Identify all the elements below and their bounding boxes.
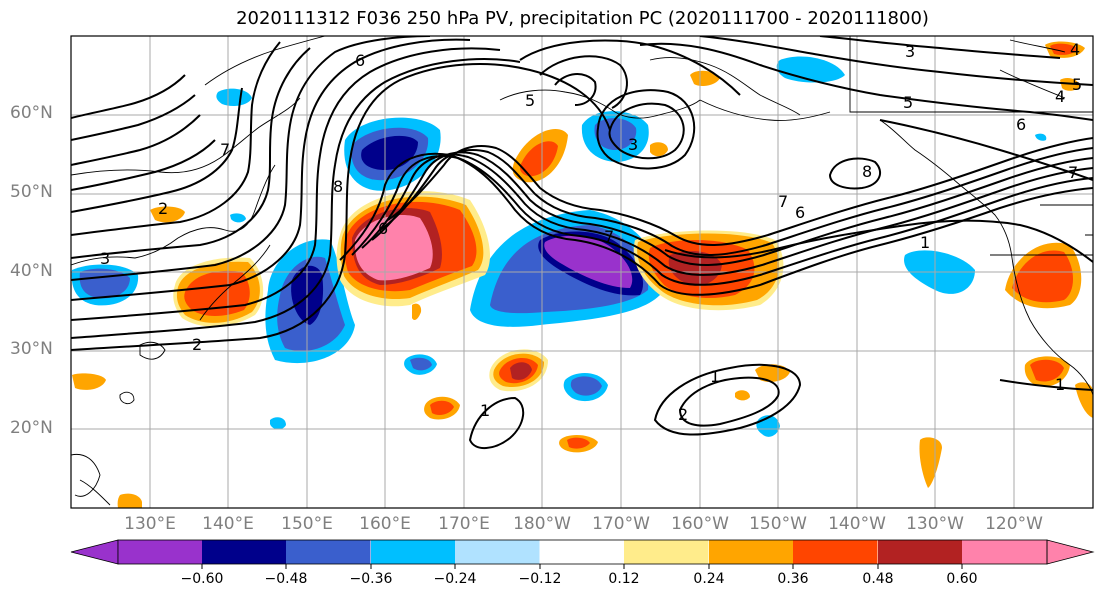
svg-text:5: 5 — [525, 91, 535, 110]
svg-text:4: 4 — [1055, 87, 1065, 106]
lat-label-50n: 50°N — [10, 182, 53, 202]
lon-label-140e: 140°E — [202, 514, 254, 534]
chart-title: 2020111312 F036 250 hPa PV, precipitatio… — [236, 8, 929, 29]
svg-text:3: 3 — [628, 135, 638, 154]
lat-label-20n: 20°N — [10, 418, 53, 438]
svg-text:4: 4 — [1070, 40, 1080, 59]
lat-label-60n: 60°N — [10, 103, 53, 123]
lon-label-150w: 150°W — [749, 514, 807, 534]
svg-text:6: 6 — [1016, 115, 1026, 134]
lon-label-140w: 140°W — [828, 514, 886, 534]
svg-text:8: 8 — [862, 162, 872, 181]
svg-text:7: 7 — [1068, 163, 1078, 182]
svg-text:1: 1 — [710, 367, 720, 386]
svg-text:7: 7 — [604, 227, 614, 246]
lon-label-170w: 170°W — [592, 514, 650, 534]
svg-text:3: 3 — [905, 42, 915, 61]
colorbar — [70, 539, 1095, 569]
lat-label-30n: 30°N — [10, 339, 53, 359]
svg-text:6: 6 — [795, 203, 805, 222]
lon-label-170e: 170°E — [438, 514, 490, 534]
lon-label-160w: 160°W — [671, 514, 729, 534]
svg-text:8: 8 — [333, 177, 343, 196]
pv-contours — [71, 36, 1093, 449]
svg-text:2: 2 — [158, 199, 168, 218]
svg-text:6: 6 — [378, 219, 388, 238]
svg-text:5: 5 — [903, 93, 913, 112]
svg-text:6: 6 — [355, 51, 365, 70]
svg-text:5: 5 — [1072, 75, 1082, 94]
lon-label-150e: 150°E — [281, 514, 333, 534]
lat-label-40n: 40°N — [10, 261, 53, 281]
svg-text:7: 7 — [778, 192, 788, 211]
svg-text:1: 1 — [1055, 375, 1065, 394]
lon-label-160e: 160°E — [359, 514, 411, 534]
svg-text:1: 1 — [480, 401, 490, 420]
grid-lines — [71, 36, 1093, 508]
svg-text:2: 2 — [192, 335, 202, 354]
lon-label-180w: 180°W — [513, 514, 571, 534]
svg-text:2: 2 — [678, 405, 688, 424]
svg-text:7: 7 — [220, 140, 230, 159]
svg-text:3: 3 — [100, 249, 110, 268]
svg-text:1: 1 — [920, 233, 930, 252]
map-frame — [70, 35, 1094, 509]
lon-label-130w: 130°W — [906, 514, 964, 534]
lon-label-130e: 130°E — [124, 514, 176, 534]
lon-label-120w: 120°W — [985, 514, 1043, 534]
contour-labels: 6 7 8 6 2 3 2 7 3 5 7 6 8 1 5 3 6 7 4 5 … — [100, 40, 1082, 424]
